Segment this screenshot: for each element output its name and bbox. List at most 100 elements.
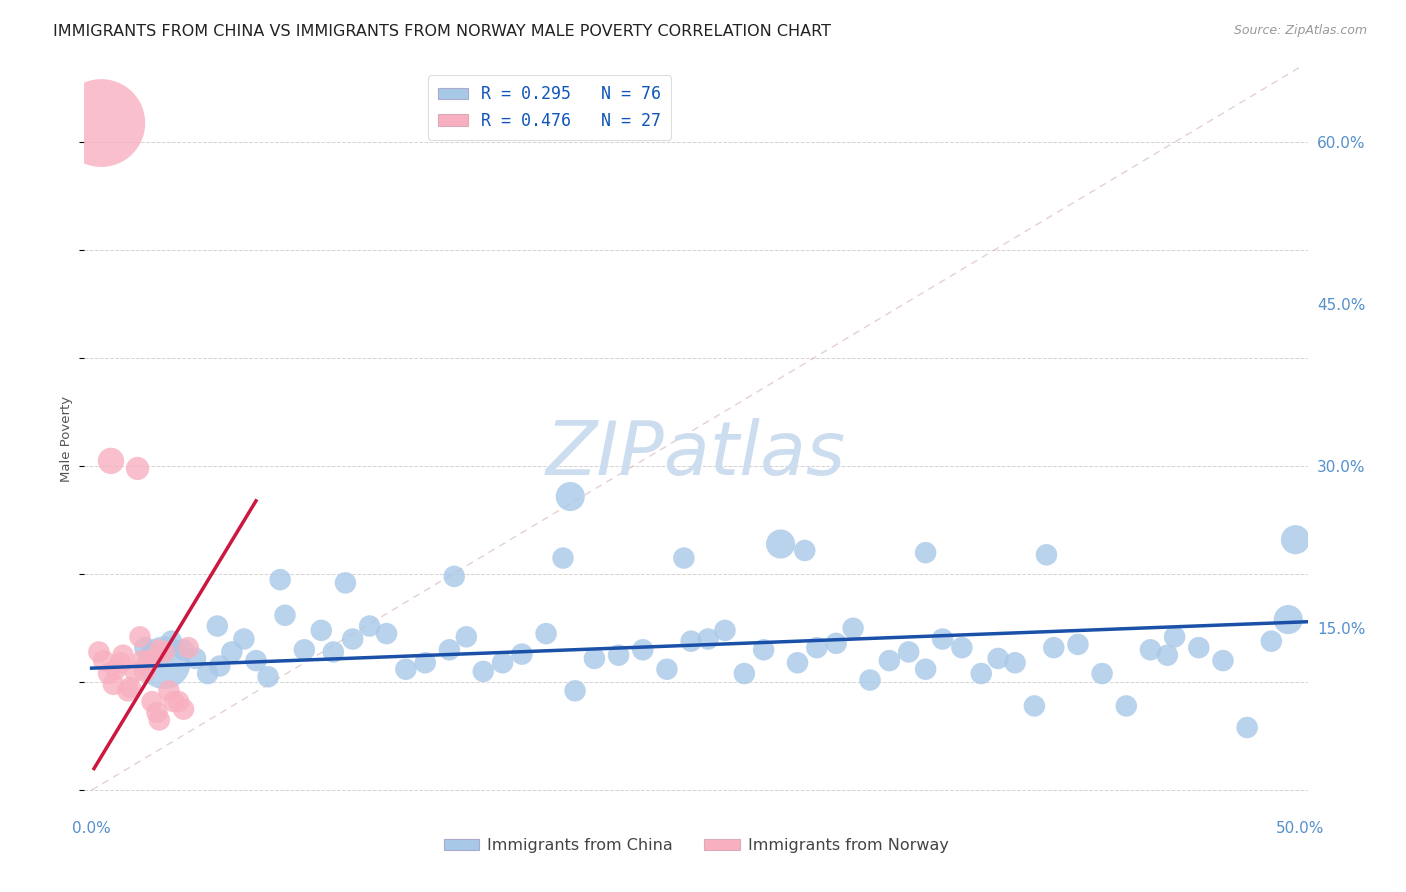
- Point: [110, 656, 132, 670]
- Point: [752, 642, 775, 657]
- Point: [1156, 648, 1178, 663]
- Point: [439, 642, 461, 657]
- Point: [825, 636, 848, 650]
- Point: [395, 662, 418, 676]
- Point: [134, 665, 156, 679]
- Point: [90, 116, 112, 130]
- Point: [232, 632, 254, 646]
- Point: [560, 490, 582, 504]
- Point: [143, 649, 166, 664]
- Point: [146, 706, 169, 720]
- Point: [859, 673, 882, 687]
- Point: [208, 659, 231, 673]
- Point: [153, 645, 176, 659]
- Point: [491, 656, 513, 670]
- Point: [141, 645, 163, 659]
- Point: [269, 573, 291, 587]
- Point: [1163, 630, 1185, 644]
- Text: Source: ZipAtlas.com: Source: ZipAtlas.com: [1233, 24, 1367, 37]
- Point: [375, 626, 398, 640]
- Point: [167, 695, 190, 709]
- Point: [534, 626, 557, 640]
- Point: [1284, 533, 1306, 547]
- Point: [245, 654, 267, 668]
- Point: [564, 683, 586, 698]
- Point: [1188, 640, 1211, 655]
- Point: [1042, 640, 1064, 655]
- Point: [472, 665, 495, 679]
- Point: [1139, 642, 1161, 657]
- Point: [456, 630, 478, 644]
- Point: [987, 651, 1010, 665]
- Point: [104, 662, 127, 676]
- Legend: Immigrants from China, Immigrants from Norway: Immigrants from China, Immigrants from N…: [437, 832, 955, 860]
- Point: [931, 632, 953, 646]
- Point: [163, 695, 186, 709]
- Y-axis label: Male Poverty: Male Poverty: [59, 396, 73, 483]
- Point: [697, 632, 720, 646]
- Point: [607, 648, 630, 663]
- Point: [631, 642, 654, 657]
- Point: [714, 624, 737, 638]
- Text: ZIPatlas: ZIPatlas: [546, 418, 846, 491]
- Point: [117, 683, 139, 698]
- Point: [207, 619, 229, 633]
- Point: [138, 654, 160, 668]
- Point: [131, 654, 153, 668]
- Point: [160, 634, 183, 648]
- Point: [1091, 666, 1114, 681]
- Point: [127, 461, 149, 475]
- Point: [1236, 721, 1258, 735]
- Point: [274, 608, 297, 623]
- Point: [681, 634, 703, 648]
- Point: [177, 640, 200, 655]
- Point: [733, 666, 755, 681]
- Point: [93, 654, 115, 668]
- Point: [510, 647, 533, 661]
- Point: [583, 651, 606, 665]
- Point: [970, 666, 993, 681]
- Point: [342, 632, 364, 646]
- Point: [806, 640, 828, 655]
- Point: [153, 656, 176, 670]
- Point: [103, 677, 125, 691]
- Point: [134, 640, 156, 655]
- Point: [184, 651, 207, 665]
- Point: [148, 642, 170, 657]
- Point: [1024, 698, 1046, 713]
- Point: [1260, 634, 1282, 648]
- Point: [786, 656, 808, 670]
- Point: [551, 551, 574, 566]
- Point: [793, 543, 815, 558]
- Point: [124, 665, 146, 679]
- Point: [309, 624, 332, 638]
- Point: [413, 656, 436, 670]
- Point: [112, 648, 135, 663]
- Point: [842, 621, 865, 635]
- Point: [1277, 613, 1299, 627]
- Text: IMMIGRANTS FROM CHINA VS IMMIGRANTS FROM NORWAY MALE POVERTY CORRELATION CHART: IMMIGRANTS FROM CHINA VS IMMIGRANTS FROM…: [53, 24, 831, 39]
- Point: [1004, 656, 1026, 670]
- Point: [129, 630, 152, 644]
- Point: [1035, 548, 1057, 562]
- Point: [879, 654, 901, 668]
- Point: [141, 695, 163, 709]
- Point: [914, 662, 936, 676]
- Point: [950, 640, 973, 655]
- Point: [120, 681, 142, 695]
- Point: [292, 642, 315, 657]
- Point: [100, 454, 122, 468]
- Point: [897, 645, 920, 659]
- Point: [172, 642, 194, 657]
- Point: [197, 666, 219, 681]
- Point: [769, 537, 792, 551]
- Point: [148, 713, 170, 727]
- Point: [1115, 698, 1137, 713]
- Point: [172, 702, 194, 716]
- Point: [914, 546, 936, 560]
- Point: [443, 569, 465, 583]
- Point: [1067, 637, 1090, 651]
- Point: [322, 645, 344, 659]
- Point: [672, 551, 695, 566]
- Point: [655, 662, 678, 676]
